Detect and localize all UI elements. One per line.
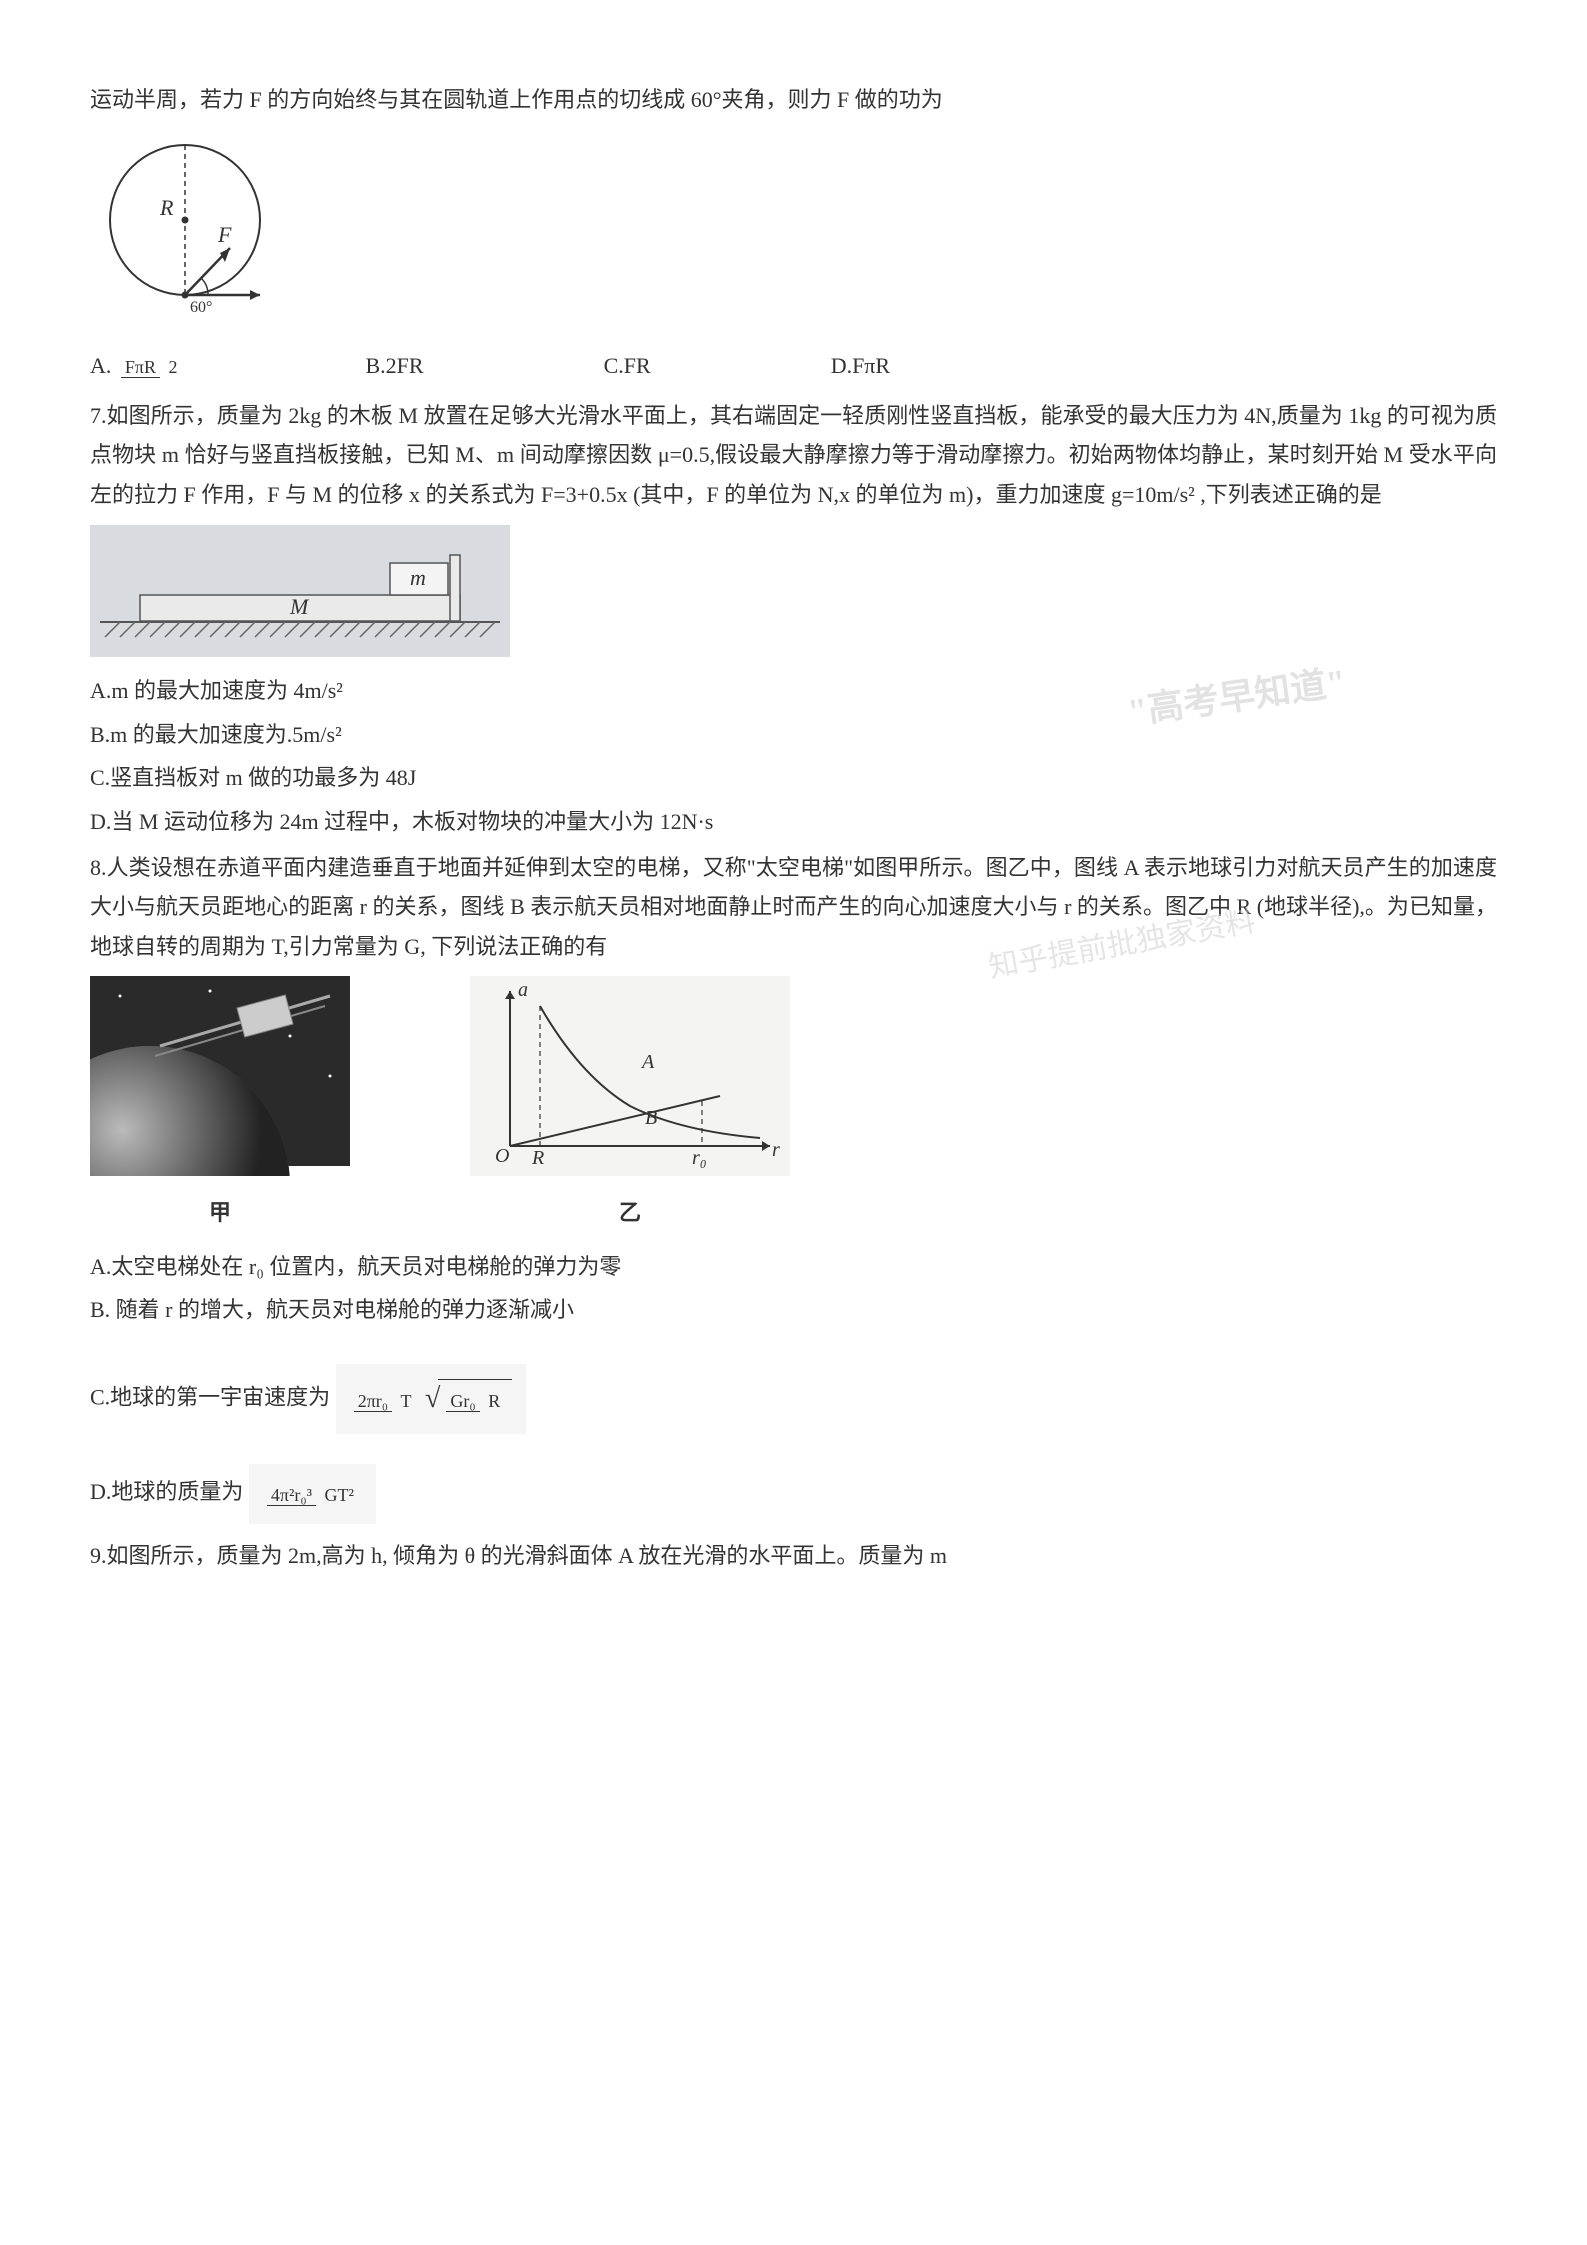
q6-option-b: B.2FR: [366, 346, 424, 386]
q8-option-a: A.太空电梯处在 r₀ 位置内，航天员对电梯舱的弹力为零: [90, 1247, 1497, 1287]
q8-d-prefix: D.地球的质量为: [90, 1479, 243, 1504]
q8-jia-label: 甲: [90, 1193, 350, 1233]
q8-c-sqrt-den: R: [484, 1391, 504, 1411]
q6-option-c: C.FR: [604, 346, 651, 386]
svg-text:B: B: [645, 1107, 657, 1129]
q7-M-label: M: [289, 594, 310, 619]
q8-option-b: B. 随着 r 的增大，航天员对电梯舱的弹力逐渐减小: [90, 1290, 1497, 1330]
svg-text:r: r: [772, 1139, 780, 1161]
radius-label: R: [159, 195, 174, 220]
angle-label: 60°: [190, 299, 212, 316]
q8-c-prefix: C.地球的第一宇宙速度为: [90, 1384, 330, 1409]
q7-options: "高考早知道" A.m 的最大加速度为 4m/s² B.m 的最大加速度为.5m…: [90, 671, 1497, 841]
q6-a-den: 2: [165, 357, 182, 377]
q8-text: 知乎提前批独家资料 8.人类设想在赤道平面内建造垂直于地面并延伸到太空的电梯，又…: [90, 848, 1497, 967]
svg-text:a: a: [518, 979, 528, 1001]
q8-option-c: C.地球的第一宇宙速度为 2πr₀ T √ Gr₀ R: [90, 1358, 1497, 1440]
q8-c-den: T: [397, 1391, 416, 1411]
q8-option-d: D.地球的质量为 4π²r₀³ GT²: [90, 1458, 1497, 1530]
q7-text: 7.如图所示，质量为 2kg 的木板 M 放置在足够大光滑水平面上，其右端固定一…: [90, 396, 1497, 515]
q7-option-d: D.当 M 运动位移为 24m 过程中，木板对物块的冲量大小为 12N·s: [90, 802, 1497, 842]
q8-yi-label: 乙: [470, 1193, 790, 1233]
force-label: F: [217, 222, 232, 247]
q8-c-num: 2πr₀: [354, 1391, 392, 1412]
q8-d-num: 4π²r₀³: [267, 1485, 316, 1506]
q6-circle-figure: R F 60°: [90, 130, 1497, 333]
q6-a-num: FπR: [121, 357, 160, 378]
q7-option-b: B.m 的最大加速度为.5m/s²: [90, 715, 1497, 755]
q9-text: 9.如图所示，质量为 2m,高为 h, 倾角为 θ 的光滑斜面体 A 放在光滑的…: [90, 1536, 1497, 1576]
svg-text:A: A: [640, 1051, 655, 1073]
q8-body: 8.人类设想在赤道平面内建造垂直于地面并延伸到太空的电梯，又称"太空电梯"如图甲…: [90, 855, 1497, 959]
q6-options: A. FπR 2 B.2FR C.FR D.FπR: [90, 346, 1497, 386]
q6-option-a: A. FπR 2: [90, 346, 186, 386]
svg-text:O: O: [495, 1145, 509, 1167]
q6-intro-text: 运动半周，若力 F 的方向始终与其在圆轨道上作用点的切线成 60°夹角，则力 F…: [90, 80, 1497, 120]
svg-text:R: R: [531, 1147, 544, 1169]
q7-figure: M m: [90, 525, 510, 658]
q8-figures: 甲 a r O A B R r₀ 乙: [90, 976, 1497, 1232]
svg-text:r₀: r₀: [692, 1147, 707, 1169]
q7-option-a: A.m 的最大加速度为 4m/s²: [90, 671, 1497, 711]
q6-a-prefix: A.: [90, 353, 111, 378]
q8-options: A.太空电梯处在 r₀ 位置内，航天员对电梯舱的弹力为零 B. 随着 r 的增大…: [90, 1247, 1497, 1530]
q8-fig-jia: 甲: [90, 976, 350, 1232]
q8-d-den: GT²: [321, 1485, 358, 1505]
q8-fig-yi: a r O A B R r₀ 乙: [470, 976, 790, 1232]
q7-m-label: m: [410, 565, 426, 590]
q7-option-c: C.竖直挡板对 m 做的功最多为 48J: [90, 758, 1497, 798]
q8-c-sqrt-num: Gr₀: [446, 1391, 479, 1412]
q6-option-d: D.FπR: [831, 346, 890, 386]
